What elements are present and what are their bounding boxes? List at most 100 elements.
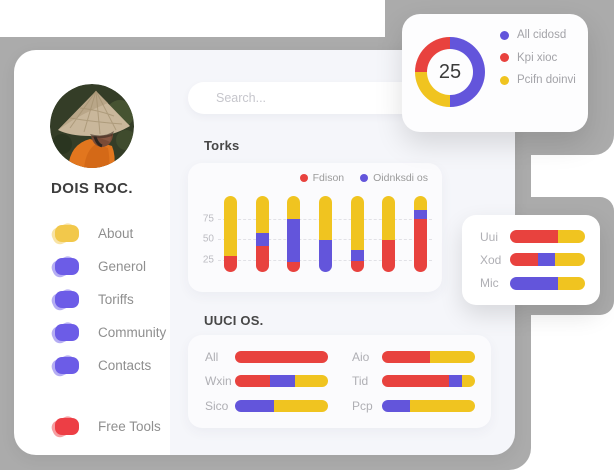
legend-item: Fdison [299,172,345,184]
stacked-hbar [382,375,475,388]
bar-segment-red [235,375,271,388]
hbar-label: Aio [352,350,370,365]
bar-segment-yellow [224,196,237,257]
bar-segment-red [510,253,538,267]
legend-item: Kpi xioc [500,47,576,70]
hbar-label: Wxin [205,374,232,389]
bar-segment-yellow [294,375,328,388]
hbar-row-xod: Xod [480,253,600,267]
bar-segment-yellow [318,196,332,241]
y-axis-tick: 50 [202,233,214,245]
stacked-bar [382,196,396,272]
uuci-section-title: UUCI OS. [204,313,264,328]
hbar-row-mic: Mic [480,276,600,290]
stacked-hbar [382,399,475,412]
legend-item: Pcifn doinvi [500,69,576,92]
sidebar-item-toriffs[interactable]: Toriffs [14,283,170,316]
hbar-label: Uui [480,229,499,244]
sidebar: DOIS ROC. About Generol Toriffs Community Co… [14,50,170,455]
y-axis-tick: 25 [202,254,214,266]
contacts-icon [55,357,79,374]
sidebar-item-free-tools[interactable]: Free Tools [14,410,170,443]
legend-label: Fdison [312,172,345,184]
hbar-row-wxin: Wxin [205,374,328,388]
donut-legend: All cidosd Kpi xioc Pcifn doinvi [500,24,576,92]
y-axis-tick: 75 [202,213,214,225]
bar-segment-purple [318,240,332,272]
about-icon [55,225,79,242]
bar-segment-yellow [350,196,364,250]
hbar-label: Tid [352,374,369,389]
donut-center-value: 25 [427,49,473,95]
bar-segment-yellow [287,196,301,219]
legend-item: All cidosd [500,24,576,47]
hbar-label: Mic [480,276,499,291]
stacked-hbar [510,276,585,290]
stacked-hbar [235,351,328,364]
legend-dot-icon [360,174,369,182]
donut-chart: 25 [415,37,485,107]
hbar-label: All [205,350,219,365]
bar-segment-yellow [461,375,475,388]
stacked-bar [350,196,364,272]
sidebar-item-label: About [98,226,134,241]
torks-section-title: Torks [204,138,240,153]
stacked-hbar [510,253,585,267]
bar-segment-purple [537,253,555,267]
sidebar-item-about[interactable]: About [14,217,170,250]
sidebar-item-label: Toriffs [98,292,134,307]
bar-segment-red [382,351,431,364]
stacked-hbar [382,351,475,364]
uuci-chart-card: All Wxin Sico Aio Tid Pcp [188,335,491,428]
sidebar-item-generol[interactable]: Generol [14,250,170,283]
sidebar-item-community[interactable]: Community [14,316,170,349]
legend-label: Pcifn doinvi [517,74,576,87]
sidebar-menu: About Generol Toriffs Community Contacts Free… [14,217,170,443]
stacked-bar [413,196,427,272]
hbar-label: Sico [205,398,229,413]
generol-icon [55,258,79,275]
uuci-column: Aio Tid Pcp [352,345,475,418]
sidebar-item-label: Community [98,325,167,340]
bar-segment-purple [413,209,427,219]
bar-segment-red [382,375,449,388]
donut-chart-card: 25 All cidosd Kpi xioc Pcifn doinvi [402,14,588,132]
bar-segment-red [224,256,237,272]
legend-dot-icon [500,75,509,85]
stacked-bar [318,196,332,272]
legend-item: Oidnksdi os [360,172,428,184]
bar-segment-red [350,261,364,272]
hbar-row-sico: Sico [205,399,328,413]
legend-label: Kpi xioc [517,51,558,64]
bar-segment-yellow [558,230,585,244]
stacked-hbar [235,375,328,388]
sidebar-item-label: Free Tools [98,419,161,434]
sidebar-item-label: Contacts [98,358,152,373]
bar-segment-purple [448,375,462,388]
legend-dot-icon [500,30,509,40]
bar-segment-red [255,246,269,272]
torks-bars [224,196,427,272]
bar-segment-purple [255,232,269,247]
hbar-row-pcp: Pcp [352,399,475,413]
uuci-column: All Wxin Sico [205,345,328,418]
bar-segment-yellow [430,351,475,364]
bar-segment-yellow [413,196,427,210]
bar-segment-purple [350,249,364,262]
sidebar-item-contacts[interactable]: Contacts [14,349,170,382]
torks-legend: Fdison Oidnksdi os [299,172,428,184]
mini-stats-card: Uui Xod Mic [462,215,600,305]
hbar-row-all: All [205,350,328,364]
stacked-bar [224,196,237,272]
bar-segment-yellow [255,196,269,233]
legend-label: All cidosd [517,29,567,42]
bar-segment-red [413,218,427,272]
bar-segment-yellow [274,399,328,412]
bar-segment-yellow [558,276,585,290]
profile-name: DOIS ROC. [51,180,133,197]
torks-chart-card: Fdison Oidnksdi os 25 50 75 [188,163,442,292]
bar-segment-yellow [409,399,475,412]
legend-dot-icon [500,53,509,63]
bar-segment-red [382,240,396,272]
